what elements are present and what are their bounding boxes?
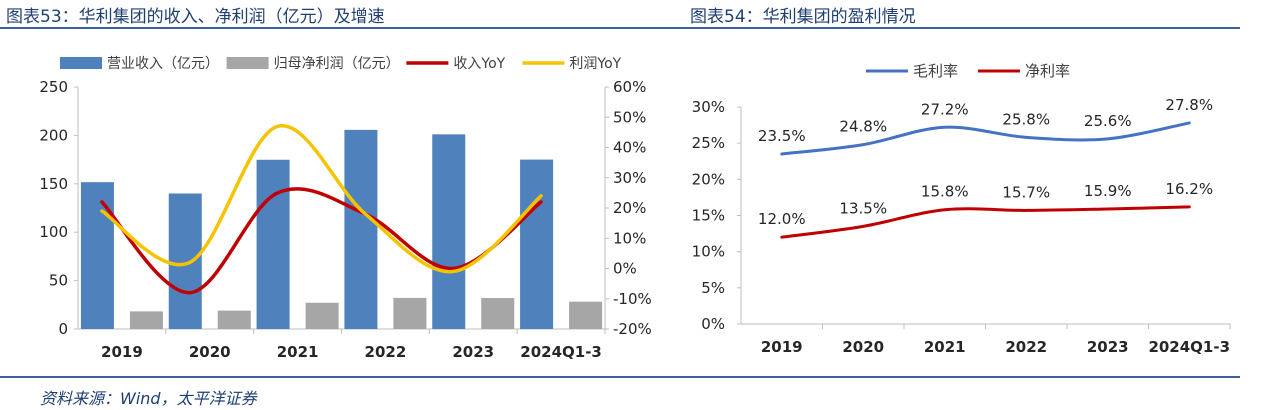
line-net-margin [780,205,1191,239]
bottom-rule [0,376,1240,378]
chart-left-title: 图表53：华利集团的收入、净利润（亿元）及增速 [6,7,385,27]
x-tick-label: 2019 [761,338,803,356]
y2-tick-label: 20% [613,199,646,217]
y2-tick-label: 60% [613,78,646,96]
legend-label: 利润YoY [569,56,621,72]
x-tick-label: 2021 [277,343,319,361]
legend-swatch [226,57,269,69]
y-tick-label: 20% [692,170,725,188]
y-tick-label: 30% [692,98,725,116]
line-gross-margin [780,121,1191,156]
legend-label: 净利率 [1025,62,1070,80]
y2-tick-label: 30% [613,169,646,187]
line-profit-yoy [100,124,543,274]
bar-profit [217,310,251,329]
y-tick-label: 200 [39,126,68,144]
y2-tick-label: 0% [613,260,637,278]
bar-revenue [520,159,554,329]
bar-revenue [256,159,290,329]
legend-label: 归母净利润（亿元） [274,55,400,72]
x-tick-label: 2024Q1-3 [520,343,602,361]
data-label: 27.8% [1165,96,1213,114]
line-revenue-yoy [100,187,543,295]
margin-chart: 0% 5% 10% 15% 20% 25% 30% 2019 2020 2021 2022 2023 2… [692,62,1231,356]
data-label: 25.6% [1084,112,1132,130]
data-label: 15.9% [1084,182,1132,200]
y-tick-label: 50 [49,272,68,290]
x-tick-label: 2022 [1005,338,1047,356]
data-label: 13.5% [839,199,887,217]
legend-label: 毛利率 [913,62,958,80]
data-label: 16.2% [1165,180,1213,198]
y-tick-label: 10% [692,243,725,261]
y-tick-label: 0 [58,320,68,338]
bar-revenue [432,134,466,329]
top-rule [0,27,1240,29]
data-label: 12.0% [758,210,806,228]
data-label: 15.7% [1002,183,1050,201]
data-label: 15.8% [921,183,969,201]
y2-tick-label: -20% [613,320,652,338]
bar-profit [305,302,339,329]
bar-profit [481,298,515,329]
x-tick-label: 2020 [842,338,884,356]
legend-label: 收入YoY [453,56,505,72]
bar-revenue [168,193,202,329]
revenue-profit-chart: 0 50 100 150 200 250 -20% -10% 0% 10% 20% 30% 40% 50%… [39,55,652,361]
y2-tick-label: 50% [613,108,646,126]
bar-revenue [344,129,378,329]
source-note: 资料来源：Wind，太平洋证券 [40,389,257,408]
x-tick-label: 2021 [924,338,966,356]
y2-tick-label: 40% [613,139,646,157]
x-tick-label: 2023 [452,343,494,361]
bar-profit [393,297,427,329]
y-tick-label: 25% [692,134,725,152]
data-label: 25.8% [1002,110,1050,128]
y-tick-label: 100 [39,223,68,241]
y2-tick-label: -10% [613,290,652,308]
data-label: 27.2% [921,100,969,118]
bar-revenue [80,182,114,329]
data-label: 23.5% [758,127,806,145]
legend-swatch [60,57,102,69]
y-tick-label: 5% [701,279,725,297]
bar-profit [129,311,163,329]
y2-tick-label: 10% [613,229,646,247]
legend-label: 营业收入（亿元） [107,56,219,72]
x-tick-label: 2024Q1-3 [1148,338,1230,356]
y-tick-label: 0% [701,315,725,333]
x-tick-label: 2019 [101,343,143,361]
y-tick-label: 250 [39,78,68,96]
chart-right-title: 图表54：华利集团的盈利情况 [690,7,916,27]
data-label: 24.8% [839,118,887,136]
y-tick-label: 150 [39,175,68,193]
x-tick-label: 2020 [189,343,231,361]
x-tick-label: 2023 [1087,338,1129,356]
x-tick-label: 2022 [365,343,407,361]
y-tick-label: 15% [692,207,725,225]
bar-profit [569,301,603,329]
